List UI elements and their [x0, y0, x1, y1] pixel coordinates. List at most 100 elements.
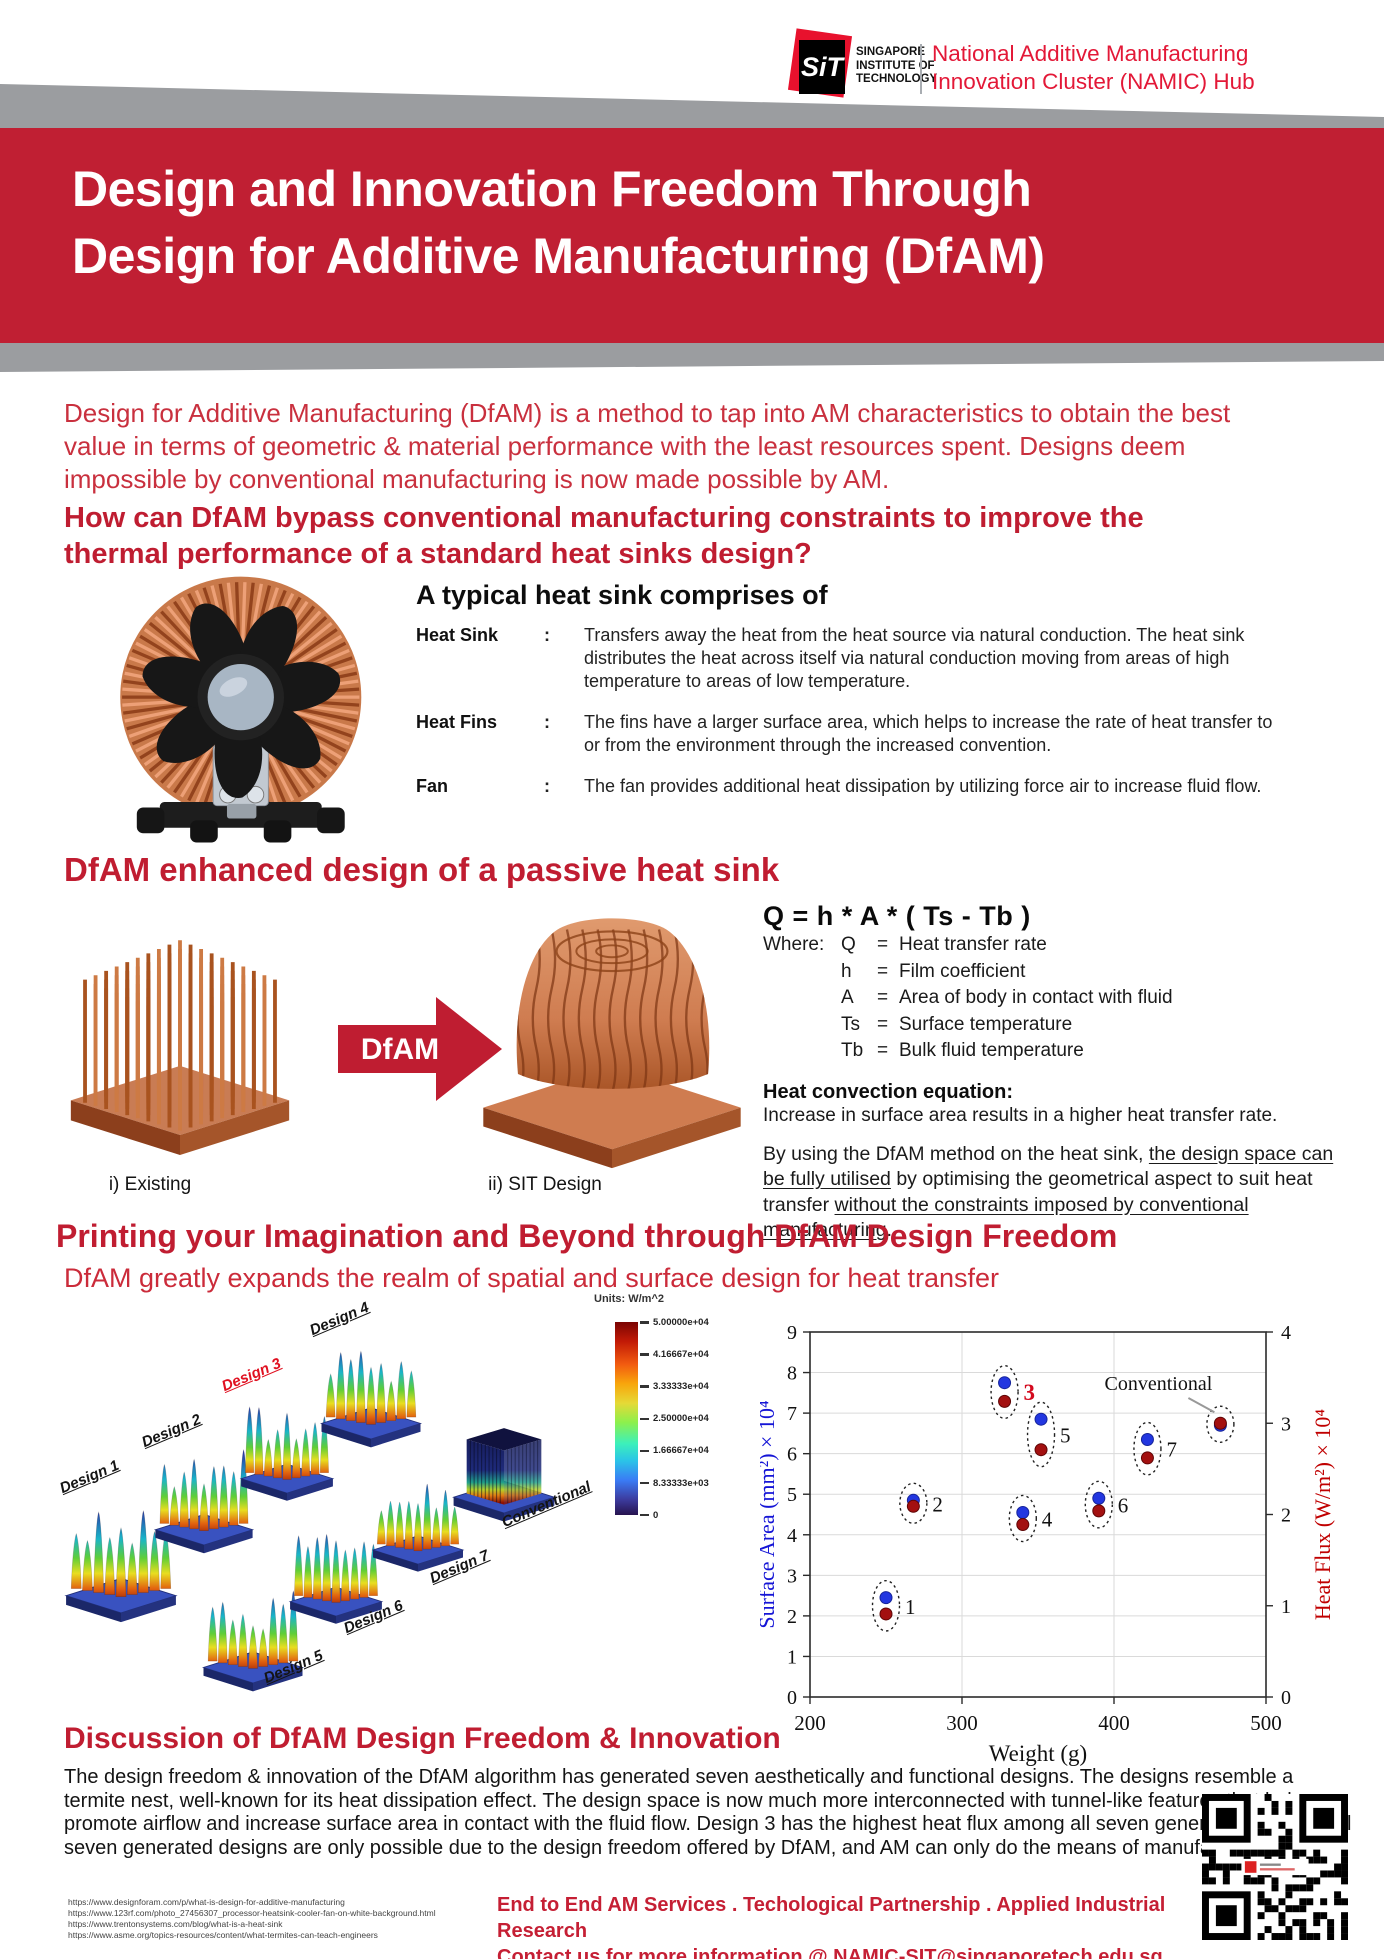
svg-text:300: 300 [946, 1711, 978, 1735]
heatsink-definition-list: Heat Sink : Transfers away the heat from… [416, 624, 1284, 816]
svg-text:3: 3 [1024, 1380, 1036, 1405]
qr-code [1202, 1794, 1348, 1940]
existing-heatsink-image [52, 893, 308, 1175]
footer-line-1: End to End AM Services . Techological Pa… [497, 1894, 1166, 1942]
sit-logo: SiT [799, 40, 845, 94]
svg-text:1: 1 [905, 1595, 916, 1619]
svg-text:1: 1 [1281, 1596, 1291, 1618]
colorbar-tick-label: 0 [653, 1509, 659, 1521]
colorbar-tick: 8.33333e+03 [640, 1478, 709, 1489]
colorbar-tick: 1.66667e+04 [640, 1445, 709, 1456]
reference-item: https://www.trentonsystems.com/blog/what… [68, 1919, 283, 1929]
definition-colon: : [544, 712, 550, 732]
symbol-meaning: Bulk fluid temperature [899, 1040, 1084, 1061]
definition-description: The fins have a larger surface area, whi… [584, 712, 1273, 755]
colorbar-ticks: 5.00000e+04 4.16667e+04 3.33333e+04 2.50000… [640, 1317, 750, 1523]
surface-area-heat-flux-chart: 0 1 2 3 4 5 6 7 8 9 0 1 2 3 4 200 300 400 500 Weight (g) Sur… [754, 1292, 1350, 1782]
heatsink-section-heading: A typical heat sink comprises of [416, 580, 828, 610]
definition-term: Heat Sink [416, 625, 499, 645]
dfam-body-paragraph: By using the DfAM method on the heat sin… [763, 1142, 1341, 1244]
svg-text:Surface Area (mm²) × 10⁴: Surface Area (mm²) × 10⁴ [760, 1400, 779, 1629]
design-thumbnail [448, 1402, 560, 1525]
equals-sign: = [877, 934, 889, 955]
dfam-arrow-label: DfAM [361, 1033, 439, 1066]
svg-text:0: 0 [1281, 1687, 1291, 1709]
colorbar-tick-label: 5.00000e+04 [653, 1317, 709, 1328]
equals-sign: = [877, 1013, 889, 1035]
colorbar-tick: 2.50000e+04 [640, 1413, 709, 1424]
colorbar-tick-label: 3.33333e+04 [653, 1381, 709, 1393]
footer-line-2: Contact us for more information @ NAMIC-… [497, 1946, 1163, 1959]
symbol-meaning: Area of body in contact with fluid [899, 987, 1173, 1008]
colorbar-tick-label: 8.33333e+03 [653, 1477, 709, 1489]
printing-section-subheading: DfAM greatly expands the realm of spatia… [64, 1263, 999, 1293]
body-segment: the design space can be fully utilised [763, 1142, 1334, 1191]
colorbar-tick-dash [640, 1481, 649, 1485]
definition-colon: : [544, 625, 550, 645]
colorbar-tick-dash [640, 1385, 649, 1388]
colorbar-tick: 3.33333e+04 [640, 1381, 709, 1392]
svg-text:Weight (g): Weight (g) [989, 1741, 1087, 1766]
footer-contact: End to End AM Services . Techological Pa… [497, 1892, 1227, 1959]
equals-sign: = [877, 1040, 889, 1061]
svg-text:5: 5 [1060, 1423, 1071, 1447]
equation-definition-row: Tb = Bulk fluid temperature [841, 1038, 1358, 1065]
logo-divider [920, 44, 922, 94]
colorbar-tick: 0 [640, 1510, 658, 1521]
svg-text:Conventional: Conventional [1105, 1373, 1213, 1395]
definition-row: Fan : The fan provides additional heat d… [416, 775, 1284, 798]
equals-sign: = [877, 987, 889, 1008]
definition-term: Fan [416, 776, 449, 796]
svg-text:Heat Flux (W/m²) × 10⁴: Heat Flux (W/m²) × 10⁴ [1310, 1409, 1335, 1621]
symbol-meaning: Surface temperature [899, 1013, 1073, 1035]
colorbar-tick-label: 2.50000e+04 [653, 1413, 709, 1425]
poster-title: Design and Innovation Freedom Through De… [72, 161, 1045, 284]
convection-text: Increase in surface area results in a hi… [763, 1104, 1278, 1126]
where-label: Where: [763, 934, 825, 955]
discussion-heading: Discussion of DfAM Design Freedom & Inno… [64, 1722, 781, 1755]
colorbar-units-label: Units: W/m^2 [594, 1293, 664, 1305]
svg-text:500: 500 [1250, 1711, 1282, 1735]
arrow-shape [338, 997, 502, 1101]
svg-text:6: 6 [787, 1444, 797, 1466]
svg-text:200: 200 [794, 1711, 826, 1735]
equation-definitions: Q = Heat transfer rate h = Film coeffici… [841, 932, 1358, 1065]
colorbar-tick-dash [640, 1353, 649, 1356]
svg-text:2: 2 [1281, 1505, 1291, 1527]
definition-row: Heat Fins : The fins have a larger surfa… [416, 711, 1284, 757]
svg-text:3: 3 [787, 1565, 797, 1587]
reference-item: https://www.123rf.com/photo_27456307_pro… [68, 1908, 436, 1918]
title-banner [0, 128, 1384, 343]
sit-logo-abbr: SiT [800, 51, 843, 82]
body-segment: By using the DfAM method on the heat sin… [763, 1142, 1149, 1165]
body-segment: without the constraints imposed by conve… [763, 1193, 1249, 1242]
colorbar-tick-dash [640, 1449, 649, 1453]
symbol: A [841, 987, 854, 1008]
printing-section-heading: Printing your Imagination and Beyond thr… [56, 1218, 1118, 1254]
symbol: Ts [841, 1013, 860, 1035]
design-thumbnail [150, 1438, 258, 1557]
svg-text:4: 4 [1281, 1322, 1291, 1344]
definition-term: Heat Fins [416, 712, 498, 732]
symbol: h [841, 960, 852, 982]
symbol: Q [841, 934, 856, 955]
colorbar [615, 1322, 638, 1515]
svg-text:6: 6 [1118, 1494, 1129, 1518]
namic-logo-text: National Additive Manufacturing Innovati… [932, 41, 1255, 94]
colorbar-tick: 4.16667e+04 [640, 1349, 709, 1360]
discussion-body: The design freedom & innovation of the D… [64, 1766, 1352, 1859]
heatsink-fan-photo [64, 572, 412, 848]
colorbar-tick-label: 1.66667e+04 [653, 1445, 709, 1457]
question-heading: How can DfAM bypass conventional manufac… [64, 502, 1144, 570]
definition-row: Heat Sink : Transfers away the heat from… [416, 624, 1284, 693]
dfam-section-heading: DfAM enhanced design of a passive heat s… [64, 851, 780, 888]
equation-definition-row: Ts = Surface temperature [841, 1012, 1358, 1039]
design-thumbnail [368, 1465, 468, 1575]
reference-item: https://www.designforam.com/p/what-is-de… [68, 1897, 345, 1907]
svg-text:3: 3 [1281, 1413, 1291, 1435]
svg-text:7: 7 [787, 1403, 797, 1425]
equals-sign: = [877, 960, 889, 982]
colorbar-tick-dash [640, 1417, 649, 1421]
svg-text:7: 7 [1166, 1438, 1177, 1462]
design-label: Design 3 [219, 1354, 284, 1395]
